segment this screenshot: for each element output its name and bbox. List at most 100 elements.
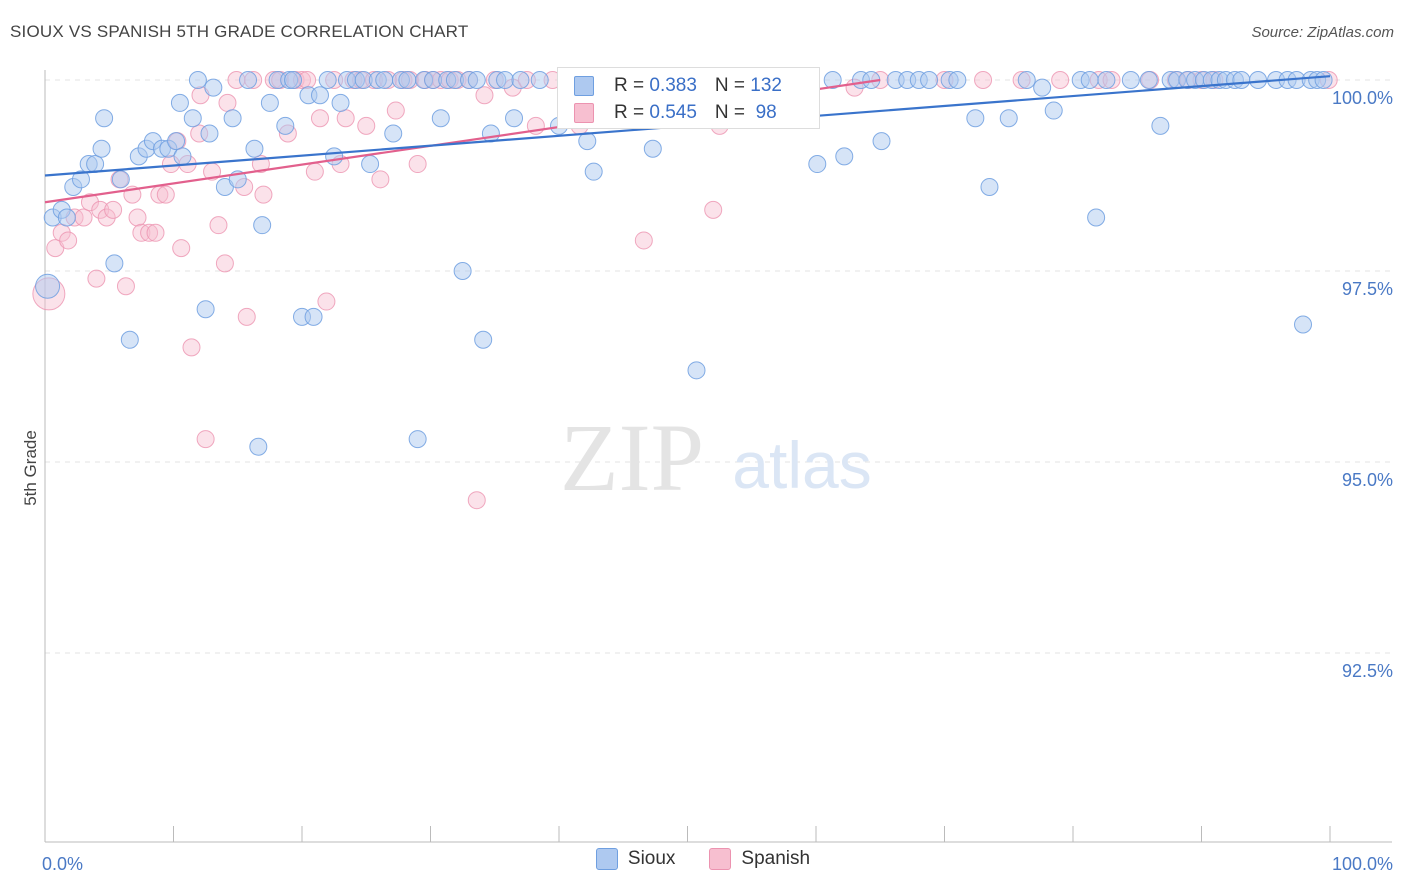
sioux-point bbox=[823, 71, 842, 89]
spanish-point bbox=[140, 223, 159, 242]
sioux-point bbox=[1314, 71, 1333, 89]
sioux-point bbox=[835, 147, 854, 166]
sioux-point bbox=[999, 109, 1018, 128]
spanish-point bbox=[156, 185, 175, 204]
spanish-point bbox=[59, 231, 78, 250]
sioux-point bbox=[530, 71, 549, 89]
stats-box: R = 0.383 N = 132 R = 0.545 N = 98 bbox=[557, 67, 820, 129]
sioux-point bbox=[183, 109, 202, 128]
sioux-point bbox=[1044, 101, 1063, 120]
spanish-point bbox=[146, 223, 165, 242]
spanish-point bbox=[91, 200, 110, 219]
y-tick-label: 92.5% bbox=[1342, 661, 1393, 681]
sioux-point bbox=[249, 437, 268, 456]
stats-n-label: N = bbox=[714, 75, 751, 96]
legend: Sioux Spanish bbox=[0, 848, 1406, 870]
sioux-point bbox=[966, 109, 985, 128]
sioux-point bbox=[223, 109, 242, 128]
sioux-point bbox=[120, 330, 139, 349]
y-tick-label: 97.5% bbox=[1342, 279, 1393, 299]
sioux-point bbox=[170, 93, 189, 112]
spanish-point bbox=[357, 116, 376, 135]
sioux-point bbox=[1097, 71, 1116, 89]
legend-label-spanish: Spanish bbox=[741, 848, 811, 869]
sioux-point bbox=[584, 162, 603, 181]
spanish-point bbox=[196, 430, 215, 449]
spanish-point bbox=[475, 86, 494, 105]
spanish-point bbox=[371, 170, 390, 189]
spanish-point bbox=[116, 277, 135, 296]
sioux-point bbox=[920, 71, 939, 89]
sioux-point bbox=[284, 71, 303, 89]
spanish-point bbox=[408, 155, 427, 174]
spanish-point bbox=[254, 185, 273, 204]
spanish-point bbox=[1051, 71, 1070, 89]
sioux-point bbox=[57, 208, 76, 227]
sioux-point bbox=[276, 116, 295, 135]
legend-item-sioux[interactable]: Sioux bbox=[595, 848, 676, 870]
sioux-point bbox=[431, 109, 450, 128]
sioux-point bbox=[1232, 71, 1251, 89]
sioux-point bbox=[375, 71, 394, 89]
sioux-point bbox=[310, 86, 329, 105]
sioux-point bbox=[980, 177, 999, 196]
spanish-point bbox=[386, 101, 405, 120]
sioux-point bbox=[1249, 71, 1268, 89]
sioux-point bbox=[86, 155, 105, 174]
spanish-point bbox=[305, 162, 324, 181]
x-tick-label: 0.0% bbox=[42, 854, 83, 874]
spanish-point bbox=[182, 338, 201, 357]
stats-n-label: N = bbox=[714, 102, 751, 123]
sioux-point bbox=[687, 361, 706, 380]
sioux-point bbox=[196, 300, 215, 319]
gridlines bbox=[45, 79, 1392, 654]
sioux-point bbox=[92, 139, 111, 158]
sioux-point bbox=[511, 71, 530, 89]
spanish-point bbox=[336, 109, 355, 128]
sioux-point bbox=[467, 71, 486, 89]
sioux-point bbox=[245, 139, 264, 158]
sioux-point bbox=[304, 307, 323, 326]
sioux-point bbox=[1294, 315, 1313, 334]
legend-label-sioux: Sioux bbox=[627, 848, 676, 869]
legend-swatch-sioux bbox=[595, 848, 618, 870]
sioux-point bbox=[453, 262, 472, 280]
y-axis-label: 5th Grade bbox=[21, 430, 40, 506]
stats-n-value-spanish: 98 bbox=[750, 102, 777, 123]
sioux-point bbox=[1080, 71, 1099, 89]
stats-r-value-sioux: 0.383 bbox=[649, 75, 697, 96]
stats-row-spanish: R = 0.545 N = 98 bbox=[574, 100, 777, 126]
sioux-point bbox=[481, 124, 500, 143]
y-tick-label: 100.0% bbox=[1332, 88, 1393, 108]
spanish-point bbox=[87, 269, 106, 288]
spanish-point bbox=[128, 208, 147, 227]
sioux-point bbox=[872, 132, 891, 151]
sioux-point bbox=[408, 430, 427, 449]
sioux-point bbox=[95, 109, 114, 128]
stats-row-sioux: R = 0.383 N = 132 bbox=[574, 73, 782, 99]
watermark-zip: ZIP bbox=[560, 404, 704, 511]
sioux-point bbox=[578, 132, 597, 151]
sioux-point bbox=[318, 71, 337, 89]
sioux-point bbox=[1151, 116, 1170, 135]
sioux-point bbox=[111, 170, 130, 189]
spanish-point bbox=[634, 231, 653, 250]
sioux-point bbox=[496, 71, 515, 89]
sioux-point bbox=[253, 216, 272, 235]
spanish-point bbox=[218, 93, 237, 112]
stats-swatch-spanish bbox=[574, 103, 594, 123]
chart-title: SIOUX VS SPANISH 5TH GRADE CORRELATION C… bbox=[10, 22, 469, 41]
spanish-point bbox=[704, 200, 723, 219]
spanish-point bbox=[172, 239, 191, 258]
spanish-point bbox=[215, 254, 234, 273]
sioux-point bbox=[105, 254, 124, 273]
sioux-point bbox=[167, 132, 186, 151]
spanish-point bbox=[209, 216, 228, 235]
stats-r-value-spanish: 0.545 bbox=[649, 102, 697, 123]
sioux-point bbox=[331, 93, 350, 112]
x-tick-label: 100.0% bbox=[1332, 854, 1393, 874]
spanish-point bbox=[310, 109, 329, 128]
stats-r-label: R = bbox=[614, 75, 650, 96]
legend-item-spanish[interactable]: Spanish bbox=[709, 848, 810, 870]
